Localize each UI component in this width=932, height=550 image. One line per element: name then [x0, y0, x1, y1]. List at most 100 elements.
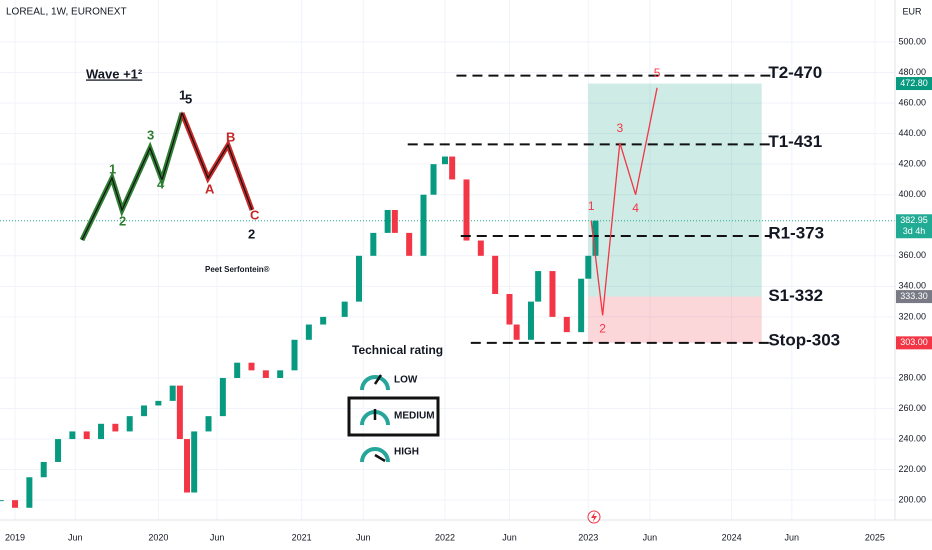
- target-zone: [588, 83, 762, 297]
- candle: [234, 362, 241, 378]
- candle: [578, 278, 585, 333]
- candle: [341, 301, 348, 317]
- x-tick-label: 2021: [292, 532, 312, 542]
- x-tick-label: 2019: [5, 532, 25, 542]
- candle: [155, 400, 162, 406]
- candle: [492, 255, 499, 294]
- wave-label: 1: [109, 161, 116, 176]
- badge-label: 303.00: [900, 337, 928, 347]
- wave-label: 4: [157, 176, 165, 191]
- wave-label: C: [250, 207, 260, 222]
- candle: [592, 220, 599, 256]
- badge-label: 472.80: [900, 78, 928, 88]
- wave-label: 2: [248, 226, 255, 241]
- x-tick-label: Jun: [210, 532, 225, 542]
- candle: [248, 362, 255, 371]
- level-label: Stop-303: [768, 330, 840, 349]
- x-tick-label: Jun: [643, 532, 658, 542]
- gauge: [360, 447, 390, 463]
- y-tick-label: 240.00: [898, 433, 926, 443]
- currency: EUR: [902, 6, 922, 16]
- wave-label: 5: [185, 91, 192, 106]
- badge-sub: 3d 4h: [903, 226, 926, 236]
- candle: [563, 316, 570, 333]
- candle: [83, 431, 90, 440]
- x-tick-label: 2023: [578, 532, 598, 542]
- candle: [219, 377, 226, 417]
- level-label: T1-431: [768, 132, 822, 151]
- candle: [305, 324, 312, 340]
- wave-label: 3: [147, 127, 154, 142]
- x-tick-label: Jun: [356, 532, 371, 542]
- level-label: T2-470: [768, 63, 822, 82]
- technical-rating: Technical rating LOW MEDIUM HIGH: [347, 343, 443, 463]
- x-tick-label: 2025: [865, 532, 885, 542]
- wave-label: B: [226, 129, 235, 144]
- candle: [430, 164, 437, 195]
- y-tick-label: 420.00: [898, 159, 926, 169]
- candle: [55, 439, 62, 462]
- candle: [277, 370, 284, 378]
- candle: [112, 423, 119, 432]
- candle: [291, 339, 298, 371]
- x-tick-label: 2020: [148, 532, 168, 542]
- candle: [0, 500, 4, 502]
- x-tick-label: 2022: [435, 532, 455, 542]
- candle: [262, 370, 269, 378]
- gauge: [360, 374, 390, 391]
- projection-label: 4: [632, 201, 639, 215]
- wave-inset: Wave +1² 1 5 1 2 3 4 A B C 2 Peet Serfon…: [79, 66, 270, 274]
- candle: [506, 293, 513, 325]
- stop-zone: [588, 296, 762, 343]
- candle: [356, 255, 363, 302]
- candle: [527, 301, 534, 340]
- event-icon: [587, 510, 601, 524]
- level-label: S1-332: [768, 286, 823, 305]
- candle: [549, 271, 556, 317]
- candle: [449, 156, 456, 180]
- candle: [535, 271, 542, 302]
- price-badge: [896, 214, 932, 239]
- candle: [463, 179, 470, 241]
- candle: [477, 240, 484, 256]
- candle: [513, 324, 520, 340]
- inset-title: Wave +1²: [86, 66, 143, 81]
- y-tick-label: 440.00: [898, 128, 926, 138]
- wave-label: 2: [119, 213, 126, 228]
- rating-highlight: [347, 396, 440, 437]
- candle: [585, 255, 592, 279]
- x-tick-label: Jun: [68, 532, 83, 542]
- x-tick-label: Jun: [502, 532, 517, 542]
- candle: [191, 431, 198, 493]
- rating-level: MEDIUM: [394, 411, 435, 422]
- candle: [26, 477, 33, 508]
- x-tick-label: 2024: [722, 532, 742, 542]
- wave-label: 1: [179, 87, 186, 102]
- candle: [420, 194, 427, 256]
- candle: [441, 156, 448, 165]
- candle: [184, 439, 191, 493]
- projection-label: 2: [599, 322, 606, 336]
- y-tick-label: 400.00: [898, 189, 926, 199]
- candle: [141, 405, 148, 417]
- y-tick-label: 320.00: [898, 311, 926, 321]
- candle: [126, 416, 133, 432]
- candle: [169, 385, 176, 401]
- candle: [384, 209, 391, 233]
- candle: [12, 500, 19, 508]
- author: Peet Serfontein®: [205, 265, 270, 274]
- badge-label: 333.30: [900, 291, 928, 301]
- wave-line: [81, 111, 253, 241]
- y-tick-label: 200.00: [898, 495, 926, 505]
- gauge: [360, 409, 390, 426]
- y-tick-label: 280.00: [898, 372, 926, 382]
- projection-label: 3: [616, 121, 623, 135]
- candle: [370, 232, 377, 256]
- y-tick-label: 360.00: [898, 250, 926, 260]
- candle: [205, 416, 212, 432]
- price-badge: [896, 290, 932, 304]
- y-tick-label: 220.00: [898, 464, 926, 474]
- candle: [320, 316, 327, 325]
